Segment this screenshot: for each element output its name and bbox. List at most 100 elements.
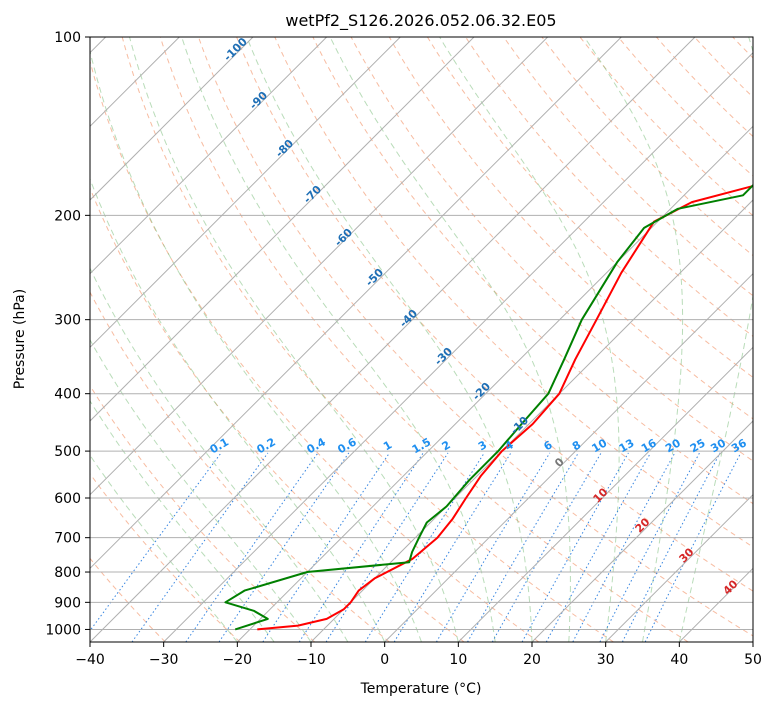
moist-adiabat xyxy=(246,37,533,642)
mixing-ratio-label: 0.6 xyxy=(335,435,359,456)
moist-adiabat xyxy=(583,37,684,642)
moist-adiabat xyxy=(90,400,275,642)
x-tick-label: −10 xyxy=(296,652,326,668)
mixing-ratio-line xyxy=(545,452,652,642)
isotherm-line xyxy=(90,37,328,275)
dry-adiabat xyxy=(90,472,241,642)
plot-frame xyxy=(89,36,754,643)
x-axis: −40 −30 −20 −10 0 10 20 30 40 50 xyxy=(75,642,762,668)
isotherm-label: -80 xyxy=(273,137,296,160)
mixing-ratio-label: 25 xyxy=(688,436,708,455)
dry-adiabat xyxy=(503,37,753,297)
dry-adiabat xyxy=(159,37,689,642)
y-tick-label: 100 xyxy=(54,30,81,46)
isotherm-label: -30 xyxy=(432,345,455,368)
mixing-ratio-label: 16 xyxy=(639,436,659,455)
mixing-ratio-line xyxy=(572,452,676,642)
isotherm-label: -50 xyxy=(363,266,386,289)
y-tick-label: 400 xyxy=(54,387,81,403)
x-tick-label: 40 xyxy=(670,652,688,668)
isotherm-line xyxy=(90,37,401,349)
mixing-ratio-lines xyxy=(90,452,742,642)
isotherm-line xyxy=(90,37,696,642)
moist-adiabat xyxy=(439,37,620,642)
moist-adiabat xyxy=(90,454,238,642)
mixing-ratio-line xyxy=(131,452,269,642)
moist-adiabat xyxy=(129,37,459,642)
x-tick-label: 20 xyxy=(523,652,541,668)
mixing-ratio-line xyxy=(621,452,721,642)
y-tick-label: 1000 xyxy=(45,622,81,638)
isobar-gridlines xyxy=(90,37,753,630)
isotherm-line xyxy=(163,51,753,642)
dry-adiabat xyxy=(198,37,753,637)
mixing-ratio-label: 1.5 xyxy=(410,435,433,456)
profile-series xyxy=(224,183,753,631)
mixing-ratio-line xyxy=(90,452,222,632)
x-tick-label: −40 xyxy=(75,652,105,668)
x-tick-label: 10 xyxy=(449,652,467,668)
mixing-ratio-label: 0.1 xyxy=(208,435,231,456)
mixing-ratio-line xyxy=(218,452,350,642)
mixing-ratio-line xyxy=(364,452,485,642)
mixing-ratio-line xyxy=(435,452,551,642)
plot-area: -100-90-80-70-60-50-40-30-20-10 0.1 0.2 0.… xyxy=(90,35,775,642)
adiabat-label: 30 xyxy=(677,545,697,565)
moist-adiabat xyxy=(90,338,312,642)
dry-adiabats xyxy=(90,37,775,642)
mixing-ratio-line xyxy=(325,452,449,642)
isotherm-line xyxy=(752,641,753,642)
dry-adiabat xyxy=(90,59,540,642)
isotherm-gridlines xyxy=(90,37,753,642)
mixing-ratio-label: 36 xyxy=(729,436,749,455)
mixing-ratio-line xyxy=(467,452,579,642)
y-tick-label: 300 xyxy=(54,313,81,329)
isotherm-line xyxy=(605,493,753,642)
isotherm-line xyxy=(531,420,753,642)
y-tick-label: 800 xyxy=(54,565,81,581)
y-tick-label: 200 xyxy=(54,208,81,224)
y-tick-label: 700 xyxy=(54,531,81,547)
moist-adiabat xyxy=(90,267,349,642)
moist-adiabat xyxy=(329,37,571,642)
isotherm-line xyxy=(90,37,254,201)
mixing-ratio-line xyxy=(521,452,629,642)
mixing-ratio-line xyxy=(298,452,424,642)
isotherm-label: -70 xyxy=(301,183,324,206)
mixing-ratio-line xyxy=(393,452,512,642)
mixing-ratio-label: 0.4 xyxy=(305,435,329,456)
dry-adiabat xyxy=(771,37,775,642)
adiabat-label: 40 xyxy=(721,577,741,597)
isotherm-line xyxy=(310,199,753,642)
y-tick-label: 900 xyxy=(54,595,81,611)
adiabat-label: 10 xyxy=(591,485,611,505)
mixing-ratio-line xyxy=(262,452,390,642)
isotherm-line xyxy=(236,125,753,642)
isotherm-line xyxy=(90,37,622,570)
isotherm-line xyxy=(90,37,475,422)
isotherm-label: -20 xyxy=(470,380,493,403)
series-line-0 xyxy=(257,184,753,631)
dry-adiabat xyxy=(90,384,316,642)
x-tick-label: −20 xyxy=(223,652,253,668)
dry-adiabat xyxy=(732,37,753,59)
mixing-ratio-line xyxy=(644,452,742,642)
y-axis-label: Pressure (hPa) xyxy=(12,289,28,389)
isotherm-label: -100 xyxy=(221,35,250,64)
mixing-ratio-label: 13 xyxy=(617,436,637,455)
moist-adiabat xyxy=(678,37,753,642)
x-tick-label: 0 xyxy=(380,652,389,668)
x-tick-label: 30 xyxy=(597,652,615,668)
isotherm-label: -40 xyxy=(397,307,420,330)
dry-adiabat xyxy=(694,37,753,98)
mixing-ratio-label: 30 xyxy=(708,436,728,455)
isotherm-line xyxy=(678,567,753,642)
isotherm-line xyxy=(384,272,753,642)
dry-adiabat xyxy=(90,186,465,642)
dry-adiabat xyxy=(236,37,753,592)
isotherm-line xyxy=(457,346,753,642)
dry-adiabat xyxy=(656,37,753,138)
x-tick-label: −30 xyxy=(149,652,179,668)
moist-adiabat xyxy=(181,37,496,642)
